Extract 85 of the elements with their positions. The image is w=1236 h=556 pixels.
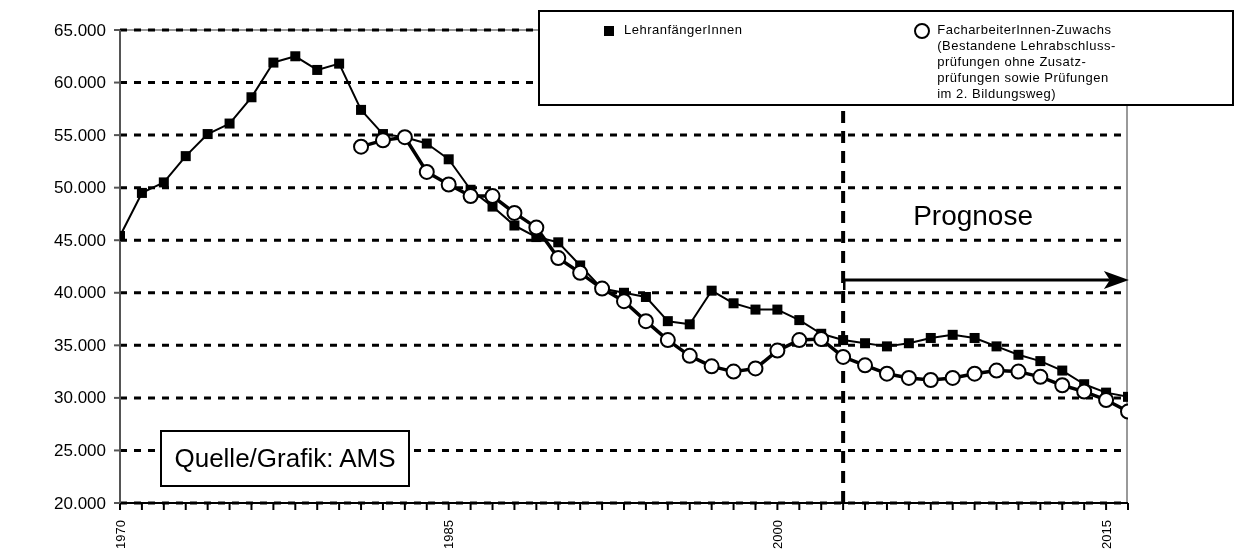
point	[903, 338, 914, 349]
x-tick-label: 1970	[112, 520, 128, 549]
point	[947, 329, 958, 340]
y-tick-label: 30.000	[54, 388, 106, 408]
y-tick-label: 45.000	[54, 230, 106, 250]
annotation: Quelle/Grafik: AMS	[160, 430, 410, 487]
point	[637, 313, 654, 330]
point	[374, 132, 391, 149]
point	[528, 219, 545, 236]
point	[991, 341, 1002, 352]
point	[857, 357, 874, 374]
x-tick-label: 2015	[1098, 520, 1114, 549]
point	[506, 204, 523, 221]
point	[794, 315, 805, 326]
point	[1076, 383, 1093, 400]
point	[791, 332, 808, 349]
point	[881, 341, 892, 352]
point	[246, 92, 257, 103]
legend-label: FacharbeiterInnen-Zuwachs (Bestandene Lehrabschluss- prüfungen ohne Zusatz- prüfungen sowie Prüfungen im 2. Bildungsweg)	[937, 22, 1116, 102]
point	[440, 176, 457, 193]
y-tick-label: 55.000	[54, 125, 106, 145]
point	[706, 285, 717, 296]
x-tick-label: 2000	[769, 520, 785, 549]
point	[640, 291, 651, 302]
point	[750, 304, 761, 315]
point	[988, 362, 1005, 379]
point	[290, 51, 301, 62]
ref-line-label: Prognose	[913, 200, 1033, 232]
point	[550, 250, 567, 267]
point	[421, 138, 432, 149]
x-tick-label: 1985	[441, 520, 457, 549]
point	[925, 332, 936, 343]
point	[616, 293, 632, 310]
point	[1013, 349, 1024, 360]
point	[747, 360, 764, 377]
legend-label: LehranfängerInnen	[624, 22, 743, 38]
point	[659, 332, 676, 349]
y-tick-label: 25.000	[54, 440, 106, 460]
point	[312, 64, 323, 75]
point	[966, 365, 983, 382]
point	[268, 57, 279, 68]
point	[922, 372, 939, 389]
point	[772, 304, 783, 315]
y-tick-label: 40.000	[54, 283, 106, 303]
point	[202, 129, 213, 140]
point	[1098, 391, 1115, 408]
point	[443, 154, 454, 165]
y-tick-label: 50.000	[54, 178, 106, 198]
point	[180, 151, 191, 162]
point	[860, 338, 871, 349]
point	[1035, 356, 1046, 367]
point	[356, 104, 367, 115]
point	[813, 331, 830, 348]
point	[334, 58, 345, 69]
y-tick-label: 65.000	[54, 20, 106, 40]
point	[1010, 363, 1027, 380]
point	[158, 177, 169, 188]
point	[969, 332, 980, 343]
y-tick-label: 60.000	[54, 73, 106, 93]
point	[703, 358, 720, 375]
point	[136, 187, 147, 198]
point	[509, 220, 520, 231]
point	[353, 138, 370, 155]
point	[900, 369, 917, 386]
point	[462, 188, 479, 205]
point	[662, 316, 673, 327]
point	[769, 342, 786, 359]
point	[1057, 365, 1068, 376]
point	[944, 369, 961, 386]
point	[684, 319, 695, 330]
point	[572, 264, 589, 281]
point	[418, 163, 435, 180]
y-tick-label: 20.000	[54, 493, 106, 513]
point	[725, 363, 742, 380]
point	[878, 365, 895, 382]
y-tick-label: 35.000	[54, 335, 106, 355]
point	[224, 118, 235, 129]
point	[553, 237, 564, 248]
point	[1054, 377, 1071, 394]
point	[835, 348, 852, 365]
point	[1032, 368, 1049, 385]
point	[681, 347, 698, 364]
point	[728, 298, 739, 309]
point	[484, 188, 501, 205]
point	[838, 335, 849, 346]
